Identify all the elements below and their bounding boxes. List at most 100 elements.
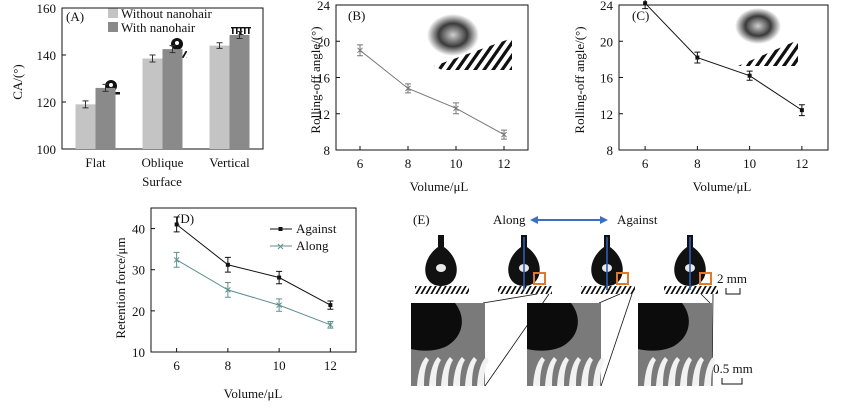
x-category-label: Flat [85, 155, 106, 170]
panel-b-ylabel: Rolling-off angle/(°) [308, 26, 323, 133]
zoom-box [699, 272, 712, 285]
series-line-rolling-off-angle [359, 49, 505, 136]
legend-against: Against [270, 221, 337, 236]
nanohair [429, 357, 441, 386]
panel-c-ylabel: Rolling-off angle/(°) [572, 26, 587, 133]
droplet-photo [581, 235, 635, 295]
y-tick-label: 24 [317, 0, 331, 13]
plot-frame [150, 207, 357, 353]
panel-c-plot: 8 12 16 20 24 6 8 10 12 [600, 0, 829, 171]
scale-label-0-5mm: 0.5 mm [713, 361, 753, 376]
legend-without-nanohair: Without nanohair [121, 6, 212, 21]
nanohair [545, 357, 557, 386]
droplet-highlight [436, 264, 446, 272]
error-bar [169, 45, 176, 54]
droplet-photo [498, 235, 552, 295]
y-tick-label: 16 [317, 71, 331, 86]
y-tick-label: 8 [324, 143, 331, 158]
along-label: Along [493, 212, 526, 227]
hair-array [498, 286, 552, 294]
panel-d-label: (D) [176, 211, 194, 226]
nanohair [441, 357, 453, 386]
x-tick-label: 6 [357, 156, 364, 171]
series-line-rolling-off-angle [644, 2, 803, 111]
panel-b-inset-photo [426, 10, 512, 70]
nanohair [417, 357, 429, 386]
panel-c-xlabel: Volume/μL [693, 179, 752, 194]
panel-a-label: (A) [66, 9, 84, 24]
zoom-connector [598, 293, 621, 304]
nanohair [581, 357, 593, 386]
hair-array [664, 286, 718, 294]
x-tick-label: 6 [642, 156, 649, 171]
y-tick-label: 160 [37, 1, 57, 16]
panel-b-xlabel: Volume/μL [410, 179, 469, 194]
nanohair [569, 357, 581, 386]
zoom-photo [411, 293, 550, 387]
data-point [357, 47, 363, 54]
error-bar [102, 83, 109, 92]
bar-with-nanohair [162, 49, 183, 149]
y-tick-label: 100 [37, 142, 57, 157]
scale-bar-2mm: 2 mm [717, 271, 747, 295]
data-point [501, 131, 507, 138]
nanohair [477, 357, 489, 386]
droplet-photo [664, 235, 718, 295]
scale-bar-0-5mm: 0.5 mm [713, 361, 753, 385]
nanohair [656, 357, 668, 386]
panel-a-plot: 100 120 140 160 Flat Oblique Vertical [37, 1, 264, 170]
x-tick-label: 12 [498, 156, 511, 171]
data-point [225, 262, 230, 267]
nanohair [704, 357, 716, 386]
error-bar [216, 42, 223, 49]
panel-e-photos: (E) Along Against 2 mm 0.5 mm [411, 212, 753, 387]
zoom-connector [700, 293, 711, 304]
x-tick-label: 8 [405, 156, 412, 171]
zoom-droplet [527, 303, 578, 351]
zoom-droplet [638, 303, 689, 351]
droplet-photo [415, 235, 469, 295]
needle [438, 235, 444, 249]
nanohair [593, 357, 605, 386]
panel-a-xlabel: Surface [142, 174, 182, 189]
panel-a-ylabel: CA/(°) [10, 64, 25, 100]
x-tick-label: 12 [324, 358, 337, 373]
panel-c-inset-photo [728, 8, 798, 68]
zoom-connector [711, 293, 714, 387]
data-point [327, 321, 334, 328]
nanohair [644, 357, 656, 386]
hair-array [581, 286, 635, 294]
zoom-box [616, 272, 629, 285]
y-tick-label: 20 [317, 34, 330, 49]
nanohair [533, 357, 545, 386]
series-line-along [176, 259, 331, 326]
panel-b-label: (B) [348, 8, 365, 23]
legend-swatch-without [108, 8, 118, 18]
zoom-box [533, 272, 546, 285]
y-tick-label: 20 [600, 34, 613, 49]
direction-arrow-icon [530, 216, 608, 224]
legend-swatch-with [108, 22, 118, 32]
zoom-droplet [411, 303, 462, 351]
data-point [799, 108, 804, 113]
x-tick-label: 8 [694, 156, 701, 171]
bar-with-nanohair [229, 35, 250, 149]
data-point [174, 222, 179, 227]
y-tick-label: 24 [600, 0, 614, 13]
panel-b-line-chart: (B) Rolling-off angle/(°) Volume/μL [308, 8, 512, 194]
y-tick-label: 12 [317, 107, 330, 122]
error-bar [82, 100, 89, 109]
scale-label-2mm: 2 mm [717, 271, 747, 286]
zoom-photo [638, 293, 716, 387]
hair-array [415, 286, 469, 294]
data-point [173, 256, 180, 263]
data-point [225, 287, 231, 293]
data-point [276, 302, 282, 308]
panel-c-label: (C) [632, 8, 649, 23]
y-tick-label: 8 [607, 143, 614, 158]
data-point [453, 105, 459, 112]
x-category-label: Oblique [142, 155, 184, 170]
bar-without-nanohair [142, 58, 163, 149]
bar-without-nanohair [75, 104, 96, 149]
panel-d-xlabel: Volume/μL [224, 386, 283, 401]
